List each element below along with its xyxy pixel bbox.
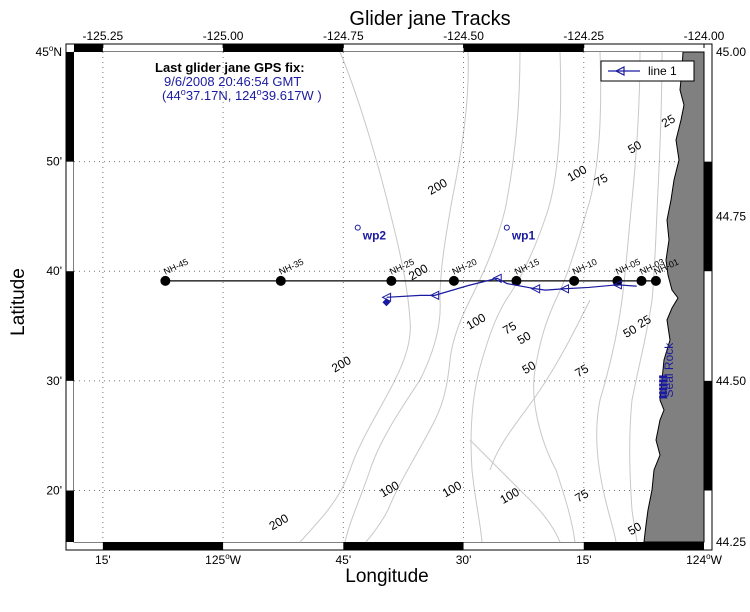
station-marker	[636, 275, 647, 286]
seal-rock-dot	[659, 387, 668, 391]
track-marker	[492, 273, 502, 284]
contour-label: 50	[625, 138, 644, 157]
map-title: Glider jane Tracks	[349, 8, 510, 30]
frame-segment	[66, 52, 74, 162]
contour-label: 75	[500, 319, 519, 338]
x-axis-label: Longitude	[345, 566, 428, 587]
bottom-tick-label: 15'	[576, 553, 592, 567]
last-fix-marker	[382, 298, 391, 307]
contour-label: 75	[572, 486, 591, 505]
left-tick-label: 20'	[46, 484, 62, 498]
right-tick-label: 45.00	[716, 45, 746, 59]
track-marker	[429, 290, 440, 301]
station-marker	[569, 275, 580, 286]
legend: line 1	[600, 60, 695, 82]
frame-segment	[223, 44, 344, 52]
graticule	[74, 52, 704, 542]
station-marker	[275, 275, 286, 286]
right-tick-label: 44.25	[716, 535, 746, 549]
seal-rock-dot	[659, 379, 668, 383]
gps-fix-annotation: Last glider jane GPS fix: 9/6/2008 20:46…	[155, 60, 322, 103]
bottom-tick-label: 125oW	[205, 552, 241, 567]
seal-rock-label: Seal Rock	[662, 342, 676, 398]
top-tick-label: -125.25	[83, 29, 124, 43]
top-tick-label: -124.00	[684, 29, 725, 43]
y-axis-label: Latitude	[8, 268, 29, 336]
seal-rock-dot	[659, 395, 668, 399]
frame-segment	[66, 271, 74, 381]
station-marker	[612, 275, 623, 286]
top-tick-label: -124.25	[563, 29, 604, 43]
legend-label: line 1	[648, 64, 677, 78]
contour-label: 50	[621, 322, 640, 341]
station-marker	[386, 275, 397, 286]
bottom-tick-label: 45'	[335, 553, 351, 567]
station-marker	[511, 275, 522, 286]
seal-rock-dot	[659, 383, 668, 387]
bottom-tick-label: 124oW	[686, 552, 722, 567]
bottom-tick-label: 15'	[95, 553, 111, 567]
station-marker	[160, 275, 171, 286]
frame-segment	[343, 542, 464, 550]
top-tick-label: -124.75	[323, 29, 364, 43]
seal-rock-dot	[659, 375, 668, 379]
land-coastline	[643, 51, 705, 543]
waypoint-marker	[354, 224, 361, 231]
top-tick-label: -124.50	[443, 29, 484, 43]
track-marker	[612, 280, 622, 290]
legend-box	[600, 60, 695, 82]
waypoint-label: wp1	[511, 229, 536, 243]
frame-segment	[74, 44, 103, 52]
waypoints: wp1 wp2	[354, 224, 536, 243]
bottom-tick-label: 30'	[456, 553, 472, 567]
station-marker	[448, 275, 459, 286]
waypoint-label: wp2	[362, 229, 387, 243]
left-tick-label: 50'	[46, 155, 62, 169]
waypoint-marker	[503, 224, 510, 231]
contour-label: 75	[572, 361, 591, 380]
track-line	[386, 277, 637, 298]
contour-label: 50	[520, 358, 539, 377]
contour-label: 25	[659, 111, 678, 130]
right-tick-label: 44.50	[716, 374, 746, 388]
station-marker	[650, 275, 661, 286]
left-tick-label: 45oN	[36, 44, 62, 59]
left-tick-label: 40'	[46, 264, 62, 278]
contour-label: 25	[635, 312, 654, 331]
frame-segment	[463, 44, 584, 52]
frame-segment	[66, 490, 74, 542]
seal-rock-dot	[659, 391, 668, 395]
left-tick-label: 30'	[46, 374, 62, 388]
top-tick-label: -125.00	[203, 29, 244, 43]
track-marker	[530, 283, 541, 294]
seal-rock-marker: Seal Rock	[659, 342, 676, 399]
glider-track	[381, 273, 637, 307]
contour-label: 50	[515, 328, 534, 347]
contour-label: 75	[592, 171, 611, 190]
contour-label: 50	[625, 519, 644, 538]
frame-segment	[102, 542, 224, 550]
right-tick-label: 44.75	[716, 209, 746, 223]
frame-segment	[704, 380, 712, 491]
frame-segment	[583, 542, 704, 550]
gps-fix-heading: Last glider jane GPS fix:	[155, 60, 305, 75]
track-marker	[559, 283, 570, 294]
gps-fix-datetime: 9/6/2008 20:46:54 GMT	[164, 74, 301, 89]
gps-fix-coords: (44o37.17N, 124o39.617W )	[162, 87, 322, 103]
frame-segment	[704, 161, 712, 272]
legend-marker	[614, 66, 625, 76]
